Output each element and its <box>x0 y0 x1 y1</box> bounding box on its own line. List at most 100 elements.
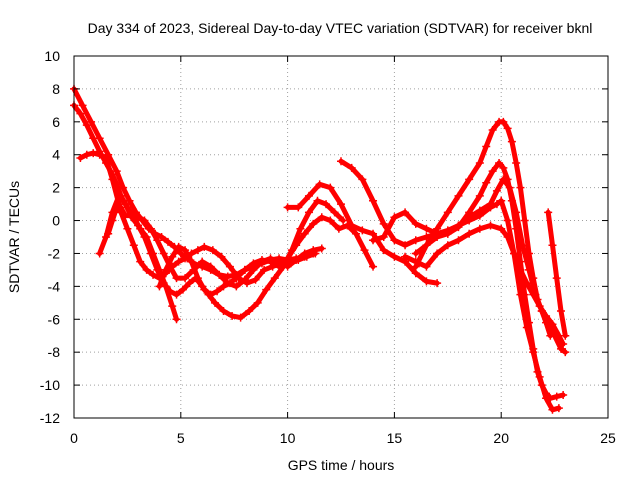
data-point-marker <box>520 290 529 299</box>
series-trace <box>71 86 316 279</box>
data-point-marker <box>257 256 266 265</box>
data-point-marker <box>219 307 228 316</box>
data-point-marker <box>78 101 87 110</box>
data-point-marker <box>302 252 311 261</box>
data-point-marker <box>198 257 207 266</box>
data-point-marker <box>505 183 514 192</box>
data-point-marker <box>161 265 170 274</box>
data-point-marker <box>309 219 318 228</box>
data-point-marker <box>326 216 335 225</box>
data-point-marker <box>482 142 491 151</box>
data-point-marker <box>529 290 538 299</box>
data-point-marker <box>157 233 166 241</box>
data-point-marker <box>193 274 202 283</box>
data-point-marker <box>390 252 399 261</box>
data-point-marker <box>225 279 234 288</box>
y-tick-label: 10 <box>44 48 60 64</box>
x-tick-label: 5 <box>177 430 185 446</box>
data-point-marker <box>557 307 566 316</box>
data-point-marker <box>127 213 136 222</box>
data-point-marker <box>401 208 410 217</box>
data-point-marker <box>168 252 177 261</box>
data-point-marker <box>200 242 209 251</box>
data-point-marker <box>249 259 258 268</box>
series-trace <box>402 223 566 347</box>
data-point-marker <box>411 219 420 228</box>
data-point-marker <box>475 191 484 200</box>
data-point-marker <box>317 244 326 253</box>
data-point-marker <box>292 241 301 250</box>
data-point-marker <box>401 252 410 261</box>
data-point-marker <box>283 254 292 263</box>
data-point-marker <box>121 200 130 209</box>
data-point-marker <box>339 216 348 225</box>
data-point-marker <box>488 167 497 176</box>
data-point-marker <box>516 183 525 192</box>
data-point-marker <box>422 277 431 286</box>
data-point-marker <box>266 257 275 266</box>
data-point-marker <box>561 331 570 340</box>
data-point-marker <box>185 279 194 288</box>
data-point-marker <box>524 318 533 327</box>
data-point-marker <box>433 224 442 233</box>
data-point-marker <box>206 290 215 299</box>
data-point-marker <box>499 117 508 126</box>
data-point-marker <box>140 233 149 241</box>
data-point-marker <box>119 183 128 192</box>
y-tick-label: 4 <box>52 147 60 163</box>
data-point-marker <box>554 404 563 413</box>
y-tick-label: -2 <box>48 245 61 261</box>
data-point-marker <box>486 200 495 209</box>
data-point-marker <box>215 270 224 279</box>
data-point-marker <box>546 394 555 403</box>
data-point-marker <box>313 196 322 205</box>
data-point-marker <box>317 213 326 222</box>
x-tick-label: 20 <box>493 430 509 446</box>
data-point-marker <box>465 175 474 184</box>
data-point-marker <box>561 348 570 357</box>
plot-frame <box>73 55 609 419</box>
data-point-marker <box>181 246 190 255</box>
data-point-marker <box>552 392 561 401</box>
data-point-marker <box>142 265 151 274</box>
data-point-marker <box>102 233 111 241</box>
data-point-marker <box>475 158 484 167</box>
data-point-marker <box>522 279 531 288</box>
data-point-marker <box>213 287 222 296</box>
axis-ticks <box>73 55 609 419</box>
data-point-marker <box>163 237 172 246</box>
data-point-marker <box>411 257 420 266</box>
data-point-marker <box>236 313 245 322</box>
data-point-marker <box>512 158 521 167</box>
data-point-marker <box>174 257 183 266</box>
data-point-marker <box>347 163 356 172</box>
series-pass-3 <box>76 149 326 291</box>
data-point-marker <box>206 262 215 271</box>
data-point-marker <box>422 262 431 271</box>
data-point-marker <box>379 219 388 228</box>
data-point-marker <box>146 249 155 258</box>
data-point-marker <box>82 150 91 159</box>
data-point-marker <box>369 236 378 245</box>
y-tick-labels: -12 -10 -8 -6 -4 -2 0 2 4 6 8 10 <box>40 48 60 426</box>
data-point-marker <box>454 191 463 200</box>
data-point-marker <box>174 242 183 251</box>
data-point-marker <box>503 124 512 133</box>
data-point-marker <box>296 224 305 233</box>
x-tick-labels: 0 5 10 15 20 25 <box>70 430 616 446</box>
data-point-marker <box>422 224 431 233</box>
data-point-marker <box>208 246 217 255</box>
y-tick-label: 2 <box>52 180 60 196</box>
data-point-marker <box>294 203 303 212</box>
data-point-marker <box>499 163 508 172</box>
data-point-marker <box>102 154 111 163</box>
data-point-marker <box>499 175 508 184</box>
data-point-marker <box>535 302 544 311</box>
data-point-marker <box>146 224 155 233</box>
series-trace <box>545 209 568 339</box>
data-point-marker <box>559 390 568 399</box>
data-point-marker <box>533 367 542 376</box>
y-tick-label: -4 <box>48 278 61 294</box>
data-point-marker <box>337 157 345 166</box>
data-point-marker <box>251 275 260 284</box>
